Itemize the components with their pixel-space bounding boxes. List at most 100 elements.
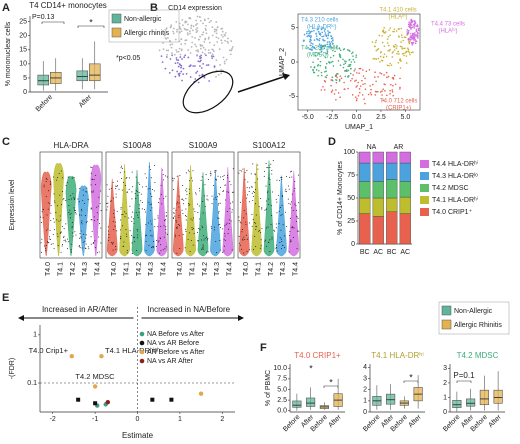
cell-dot <box>85 222 87 224</box>
cell-dot <box>319 34 322 36</box>
cell-dot <box>332 39 334 41</box>
cell-dot <box>399 60 402 62</box>
cell-dot <box>329 45 332 47</box>
cell-dot <box>279 241 281 243</box>
y-tick-label: 7.5 <box>277 376 287 383</box>
cell-dot <box>406 28 409 31</box>
cell-dot <box>403 36 406 38</box>
cell-dot <box>162 174 164 176</box>
cell-dot <box>317 64 320 66</box>
cell-dot <box>384 83 386 86</box>
cell-dot <box>180 30 183 33</box>
cell-dot <box>150 210 152 212</box>
cell-dot <box>93 179 95 181</box>
y-tick-label: 2 <box>363 387 367 394</box>
cell-dot <box>164 37 167 40</box>
cell-dot <box>276 250 278 252</box>
cell-dot <box>145 234 147 236</box>
cell-dot <box>187 169 189 171</box>
cell-dot <box>224 232 226 234</box>
cell-dot <box>136 190 138 192</box>
cell-dot <box>138 211 140 213</box>
cell-dot <box>120 229 122 231</box>
cell-dot <box>190 27 193 30</box>
cell-dot <box>229 207 231 209</box>
cell-dot <box>348 65 351 67</box>
cell-dot <box>258 206 260 208</box>
cell-dot <box>271 170 273 172</box>
cell-dot <box>393 49 396 51</box>
cell-dot <box>326 37 329 39</box>
cell-dot <box>91 191 93 193</box>
selection-outline <box>182 70 234 114</box>
cell-dot <box>176 175 178 177</box>
cell-dot <box>268 164 270 166</box>
legend-marker <box>139 349 145 355</box>
cell-dot <box>174 62 177 65</box>
x-tick-label: Before <box>35 94 55 114</box>
cell-dot <box>247 194 249 196</box>
cell-dot <box>339 64 342 66</box>
cell-dot <box>185 219 187 221</box>
cell-dot <box>192 65 195 67</box>
cell-dot <box>107 226 109 228</box>
cell-dot <box>317 58 319 60</box>
cell-dot <box>240 222 242 224</box>
cell-dot <box>91 207 93 209</box>
cell-dot <box>287 185 289 187</box>
cell-dot <box>184 20 187 23</box>
cell-dot <box>332 42 334 45</box>
cell-dot <box>248 201 250 203</box>
cell-dot <box>177 59 180 62</box>
legend-swatch <box>111 27 122 38</box>
cell-dot <box>195 193 197 195</box>
cell-dot <box>364 82 366 85</box>
cell-dot <box>49 229 51 231</box>
cell-dot <box>48 238 50 240</box>
cell-dot <box>204 48 207 51</box>
cell-dot <box>207 199 209 201</box>
cell-dot <box>409 32 412 35</box>
cell-dot <box>150 223 152 225</box>
cell-dot <box>129 230 131 232</box>
cell-dot <box>409 26 412 28</box>
x-tick-label: T4.0 <box>243 262 250 276</box>
x-tick-label: Before <box>442 414 462 434</box>
cell-dot <box>322 38 324 41</box>
cell-dot <box>220 27 223 30</box>
cell-dot <box>285 191 287 193</box>
cell-dot <box>145 235 147 237</box>
cell-dot <box>213 184 215 186</box>
cell-dot <box>175 58 178 61</box>
cell-dot <box>332 49 334 52</box>
cell-dot <box>331 46 334 49</box>
cell-dot <box>122 167 124 169</box>
cell-dot <box>125 212 127 214</box>
cell-dot <box>364 77 366 80</box>
cell-dot <box>178 224 180 226</box>
cell-dot <box>356 98 358 100</box>
cell-dot <box>211 57 214 59</box>
cell-dot <box>85 191 87 193</box>
cell-dot <box>388 49 391 52</box>
cell-dot <box>370 88 372 91</box>
cell-dot <box>400 41 402 43</box>
cell-dot <box>276 201 278 203</box>
cell-dot <box>302 40 305 42</box>
cell-dot <box>327 45 329 48</box>
cell-dot <box>270 205 272 207</box>
cell-dot <box>387 36 390 38</box>
point <box>198 391 204 396</box>
cell-dot <box>410 26 413 29</box>
cell-dot <box>174 75 177 78</box>
cell-dot <box>50 243 52 245</box>
cell-dot <box>241 238 243 240</box>
cell-dot <box>79 233 81 235</box>
cell-dot <box>169 26 172 29</box>
cell-dot <box>318 39 321 42</box>
legend-label: Non-allergic <box>124 16 162 23</box>
cell-dot <box>260 239 262 241</box>
cell-dot <box>238 235 240 237</box>
cell-dot <box>355 86 357 88</box>
cell-dot <box>148 201 150 203</box>
